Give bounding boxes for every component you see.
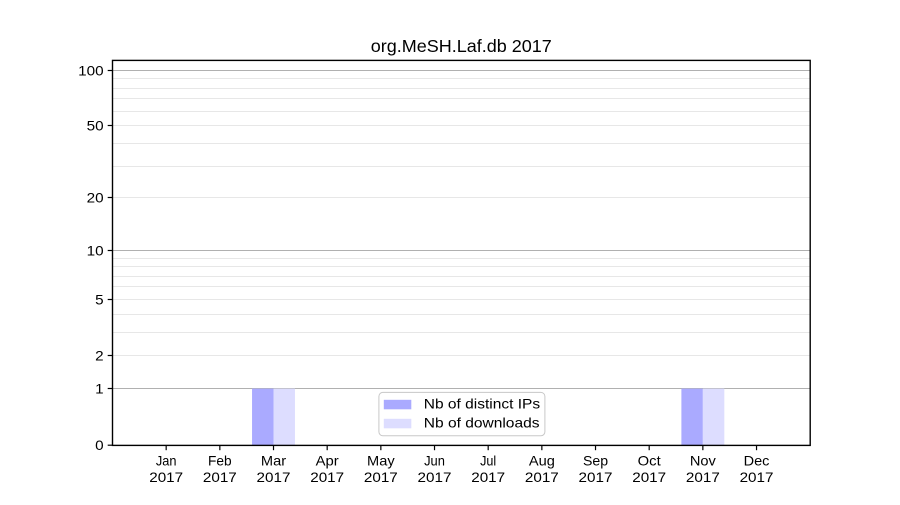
svg-text:2017: 2017 — [632, 470, 666, 485]
svg-text:10: 10 — [87, 243, 104, 258]
svg-text:2017: 2017 — [418, 470, 452, 485]
svg-text:Aug: Aug — [529, 453, 555, 468]
svg-text:Oct: Oct — [638, 453, 661, 468]
svg-text:Mar: Mar — [261, 453, 287, 468]
svg-text:Apr: Apr — [316, 453, 340, 468]
svg-text:2017: 2017 — [257, 470, 291, 485]
svg-text:20: 20 — [87, 190, 104, 205]
svg-text:1: 1 — [95, 381, 104, 396]
svg-text:5: 5 — [95, 292, 104, 307]
svg-text:2017: 2017 — [310, 470, 344, 485]
svg-text:2017: 2017 — [740, 470, 774, 485]
svg-text:100: 100 — [78, 63, 104, 78]
svg-text:2017: 2017 — [149, 470, 183, 485]
svg-text:Nb of distinct IPs: Nb of distinct IPs — [424, 396, 540, 412]
svg-text:org.MeSH.Laf.db 2017: org.MeSH.Laf.db 2017 — [371, 36, 552, 56]
svg-text:Feb: Feb — [208, 453, 232, 468]
svg-text:2017: 2017 — [525, 470, 559, 485]
svg-text:Nb of downloads: Nb of downloads — [424, 415, 540, 431]
svg-text:2017: 2017 — [471, 470, 505, 485]
svg-text:2017: 2017 — [364, 470, 398, 485]
svg-text:Sep: Sep — [583, 453, 608, 468]
svg-text:2017: 2017 — [686, 470, 720, 485]
svg-text:Nov: Nov — [690, 453, 716, 468]
svg-text:2017: 2017 — [203, 470, 237, 485]
svg-text:0: 0 — [95, 438, 104, 453]
svg-text:2017: 2017 — [579, 470, 613, 485]
svg-text:Jun: Jun — [424, 453, 445, 468]
svg-text:2: 2 — [95, 348, 104, 363]
svg-text:50: 50 — [87, 118, 104, 133]
svg-text:May: May — [367, 453, 395, 468]
svg-text:Jan: Jan — [156, 453, 177, 468]
svg-text:Dec: Dec — [744, 453, 770, 468]
svg-text:Jul: Jul — [480, 453, 496, 468]
